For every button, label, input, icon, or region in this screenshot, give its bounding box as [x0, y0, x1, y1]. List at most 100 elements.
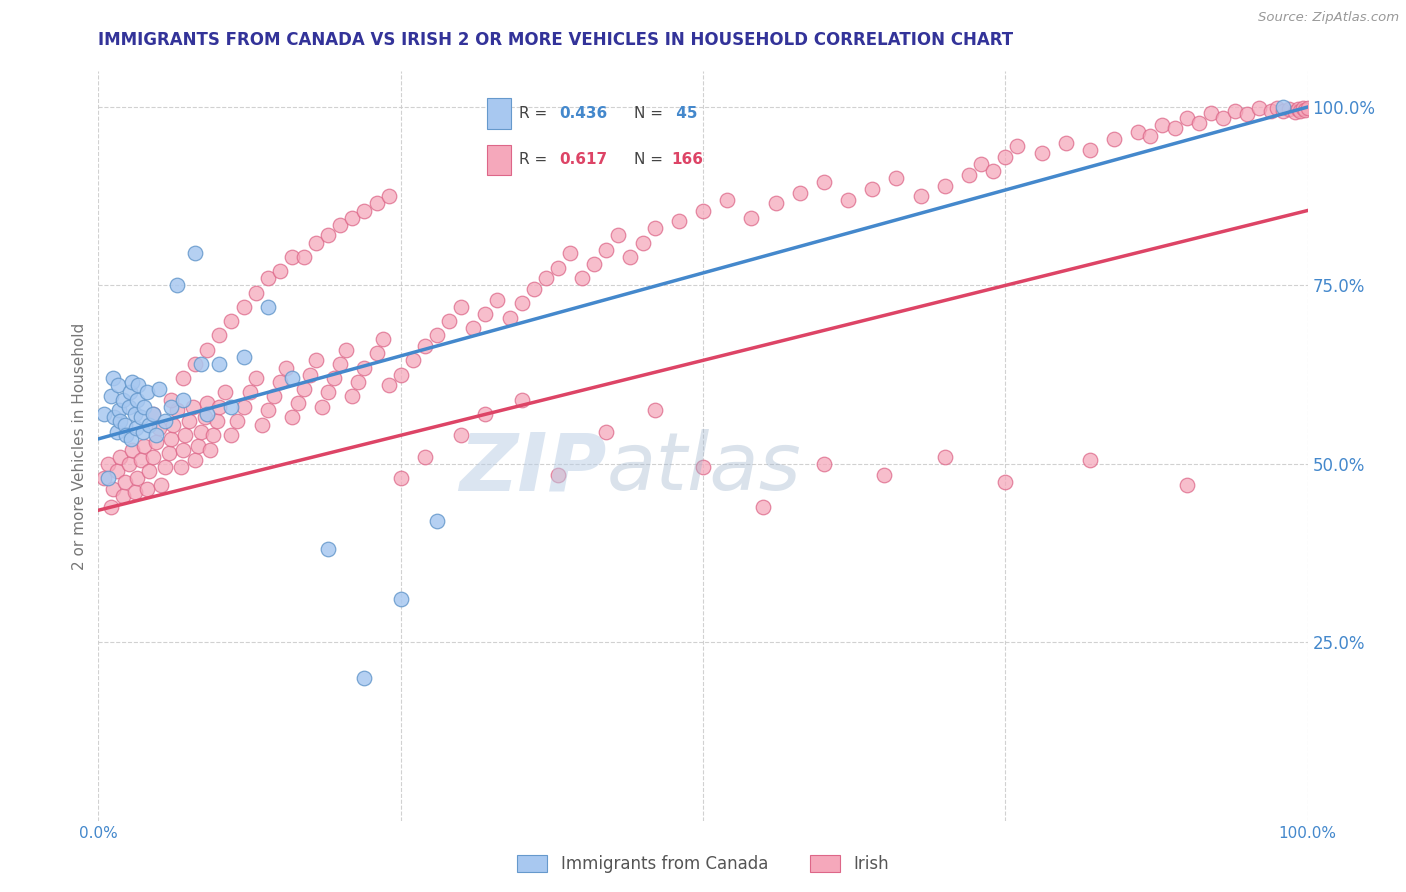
Point: [125, 421, 148, 435]
Point: [450, 428, 472, 442]
Point: [1249, 102, 1271, 116]
Legend: Immigrants from Canada, Irish: Immigrants from Canada, Irish: [510, 848, 896, 880]
Point: [1296, 101, 1319, 115]
Point: [1078, 453, 1101, 467]
Point: [789, 186, 811, 200]
Point: [752, 500, 775, 514]
Point: [813, 457, 835, 471]
Point: [1078, 143, 1101, 157]
Point: [184, 246, 207, 260]
Point: [166, 278, 188, 293]
Point: [214, 385, 236, 400]
Point: [377, 189, 399, 203]
Point: [108, 450, 131, 464]
Point: [860, 182, 883, 196]
Point: [292, 250, 315, 264]
Point: [114, 475, 136, 489]
Point: [205, 414, 228, 428]
Point: [1007, 139, 1029, 153]
Point: [134, 439, 156, 453]
Point: [389, 368, 412, 382]
Point: [172, 371, 194, 385]
Point: [486, 293, 509, 307]
Point: [287, 396, 309, 410]
Point: [245, 285, 267, 300]
Point: [413, 339, 436, 353]
Point: [256, 403, 278, 417]
Point: [353, 360, 375, 375]
Point: [305, 235, 328, 250]
Point: [547, 467, 569, 482]
Point: [994, 150, 1017, 164]
Point: [160, 432, 183, 446]
Point: [174, 428, 197, 442]
Point: [111, 489, 134, 503]
Point: [190, 425, 212, 439]
Point: [145, 428, 167, 442]
Point: [692, 460, 714, 475]
Point: [135, 482, 157, 496]
Point: [463, 321, 485, 335]
Point: [148, 421, 170, 435]
Point: [389, 471, 412, 485]
Point: [377, 378, 399, 392]
Point: [160, 400, 183, 414]
Point: [142, 450, 165, 464]
Point: [299, 368, 322, 382]
Point: [1278, 102, 1301, 116]
Point: [135, 385, 157, 400]
Point: [127, 378, 149, 392]
Point: [437, 314, 460, 328]
Point: [1212, 111, 1234, 125]
Point: [172, 442, 194, 457]
Point: [129, 453, 152, 467]
Point: [184, 357, 207, 371]
Point: [1284, 105, 1306, 120]
Point: [124, 407, 146, 421]
Point: [353, 203, 375, 218]
Point: [184, 453, 207, 467]
Point: [547, 260, 569, 275]
Point: [105, 464, 128, 478]
Point: [342, 389, 364, 403]
Point: [166, 403, 188, 417]
Point: [595, 425, 617, 439]
Point: [510, 392, 533, 407]
Point: [281, 410, 304, 425]
Point: [631, 235, 654, 250]
Point: [108, 403, 131, 417]
Point: [153, 460, 176, 475]
Point: [498, 310, 520, 325]
Text: Source: ZipAtlas.com: Source: ZipAtlas.com: [1258, 11, 1399, 24]
Point: [1152, 118, 1174, 132]
Text: IMMIGRANTS FROM CANADA VS IRISH 2 OR MORE VEHICLES IN HOUSEHOLD CORRELATION CHAR: IMMIGRANTS FROM CANADA VS IRISH 2 OR MOR…: [98, 31, 1014, 49]
Point: [910, 189, 932, 203]
Point: [1286, 102, 1309, 116]
Point: [619, 250, 641, 264]
Point: [208, 357, 231, 371]
Point: [232, 300, 254, 314]
Point: [740, 211, 762, 225]
Point: [93, 407, 115, 421]
Point: [172, 392, 194, 407]
Point: [208, 328, 231, 343]
Point: [402, 353, 425, 368]
Point: [202, 428, 225, 442]
Point: [1292, 102, 1315, 116]
Point: [127, 392, 149, 407]
Point: [413, 450, 436, 464]
Point: [305, 353, 328, 368]
Point: [1175, 478, 1198, 492]
Point: [150, 478, 173, 492]
Point: [274, 360, 297, 375]
Point: [195, 396, 218, 410]
Point: [97, 457, 120, 471]
Point: [335, 343, 357, 357]
Point: [195, 407, 218, 421]
Point: [221, 314, 243, 328]
Point: [353, 671, 375, 685]
Point: [474, 407, 496, 421]
Point: [179, 414, 201, 428]
Point: [534, 271, 557, 285]
Point: [837, 193, 859, 207]
